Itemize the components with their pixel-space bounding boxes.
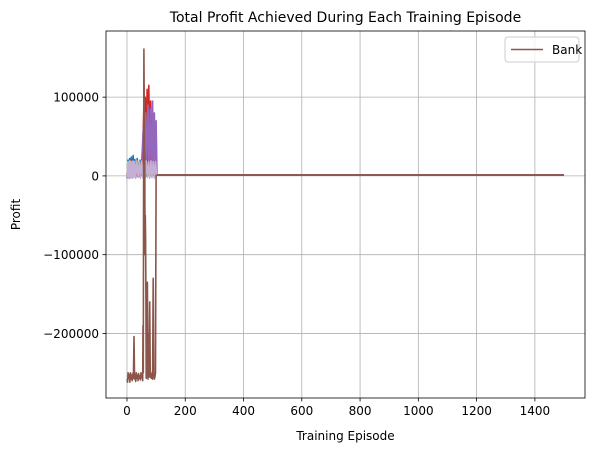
y-tick-label: 0: [91, 169, 99, 183]
x-axis-title: Training Episode: [295, 429, 394, 443]
x-tick-label: 400: [232, 404, 255, 418]
x-tick-label: 200: [174, 404, 197, 418]
chart-title: Total Profit Achieved During Each Traini…: [169, 10, 521, 26]
x-tick-label: 1400: [520, 404, 551, 418]
x-tick-label: 800: [349, 404, 372, 418]
plot-area: [126, 48, 564, 383]
axes-frame: [105, 30, 586, 399]
x-tick-label: 600: [290, 404, 313, 418]
series-line-6: [126, 160, 158, 180]
legend-label-bank: Bank: [552, 43, 582, 57]
x-tick-label: 1200: [461, 404, 492, 418]
series-line-bank: [126, 48, 564, 383]
x-tick-label: 1000: [403, 404, 434, 418]
series-line-3: [126, 127, 564, 178]
grid: [106, 31, 585, 398]
y-tick-label: −100000: [43, 248, 99, 262]
series-line-1: [126, 143, 564, 179]
y-axis-title: Profit: [9, 199, 23, 231]
series-line-5: [126, 100, 564, 178]
x-tick-label: 0: [123, 404, 131, 418]
x-axis: 0 200 400 600 800 1000 1200 1400: [123, 398, 550, 418]
y-tick-label: −200000: [43, 327, 99, 341]
y-axis: −200000 −100000 0 100000: [43, 91, 106, 341]
series-line-4: [126, 84, 564, 179]
y-tick-label: 100000: [53, 91, 99, 105]
legend: Bank: [504, 36, 582, 63]
